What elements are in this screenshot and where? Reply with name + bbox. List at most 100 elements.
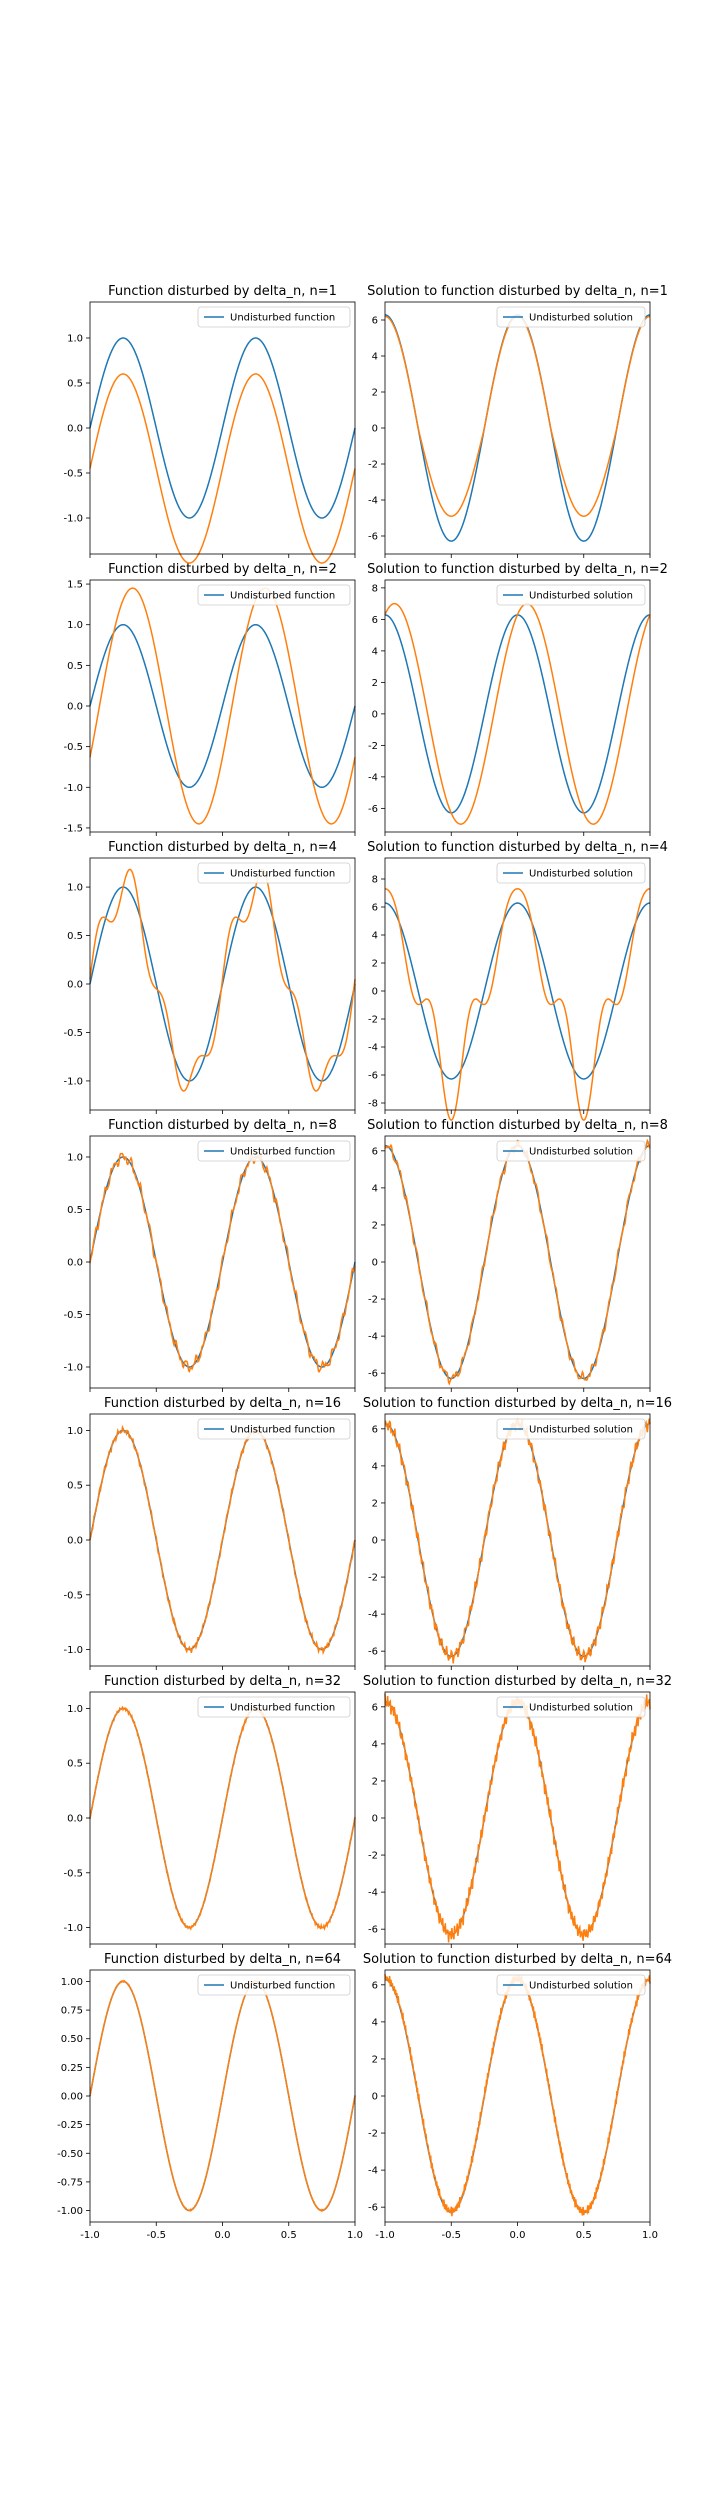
y-tick-label: 2 [372, 1776, 378, 1787]
subplot-title: Function disturbed by delta_n, n=32 [104, 1674, 341, 1689]
series-disturbed-line [89, 587, 356, 825]
legend-box [496, 1418, 646, 1440]
plot-frame [384, 1413, 651, 1667]
y-tick-label: -6 [368, 1071, 378, 1082]
subplot-title: Solution to function disturbed by delta_… [367, 840, 668, 855]
y-tick-label: 0.25 [61, 2063, 83, 2074]
legend-label: Undisturbed function [230, 591, 335, 602]
y-tick-label: -0.5 [63, 1868, 83, 1879]
y-tick-label: 6 [372, 1424, 378, 1435]
y-tick-label: 1.0 [67, 883, 83, 894]
y-tick-label: -2 [368, 741, 378, 752]
y-tick-label: 0 [372, 424, 378, 435]
y-tick-label: 0.0 [67, 980, 83, 991]
y-tick-label: 6 [372, 316, 378, 327]
series-undisturbed-line [384, 1144, 651, 1380]
y-tick-label: -4 [368, 1043, 378, 1054]
subplot-title: Function disturbed by delta_n, n=4 [108, 840, 337, 855]
y-tick-label: 4 [372, 1183, 378, 1194]
series-undisturbed-line [89, 337, 356, 519]
y-tick-label: 0 [372, 709, 378, 720]
series-undisturbed-line [384, 1978, 651, 2214]
series-disturbed-line [384, 315, 651, 517]
legend-label: Undisturbed function [230, 1703, 335, 1714]
series-disturbed-line [384, 1417, 651, 1664]
subplot-solution-n16: Solution to function disturbed by delta_… [363, 1396, 672, 1670]
subplot-function-n32: Function disturbed by delta_n, n=32 1.0 0.… [63, 1674, 356, 1948]
y-tick-label: -2 [368, 1295, 378, 1306]
legend: Undisturbed function [197, 306, 351, 328]
subplot-solution-n32: Solution to function disturbed by delta_… [363, 1674, 672, 1948]
y-tick-label: -4 [368, 1610, 378, 1621]
y-tick-label: 2 [372, 678, 378, 689]
y-tick-label: 0.75 [61, 2006, 83, 2017]
y-tick-label: 0.0 [67, 1258, 83, 1269]
y-tick-label: -1.0 [63, 783, 83, 794]
legend-box [197, 306, 351, 328]
legend: Undisturbed function [197, 1140, 351, 1162]
x-tick-label: 0.5 [576, 2230, 592, 2241]
y-tick-label: -4 [368, 496, 378, 507]
plot-frame [384, 1691, 651, 1945]
subplot-title: Function disturbed by delta_n, n=64 [104, 1952, 341, 1967]
y-tick-label: -2 [368, 1851, 378, 1862]
y-tick-label: 4 [372, 1461, 378, 1472]
y-tick-label: 2 [372, 388, 378, 399]
x-tick-label: 1.0 [347, 2230, 363, 2241]
plot-frame [384, 579, 651, 833]
x-tick-label: 0.0 [510, 2230, 526, 2241]
legend: Undisturbed function [197, 584, 351, 606]
legend-label: Undisturbed solution [529, 1147, 633, 1158]
y-tick-label: 8 [372, 583, 378, 594]
y-tick-label: 1.5 [67, 580, 83, 591]
series-disturbed-line [384, 1693, 651, 1943]
legend-label: Undisturbed solution [529, 1425, 633, 1436]
subplot-function-n64: Function disturbed by delta_n, n=64 1.00 0… [57, 1952, 363, 2241]
x-tick-label: -1.0 [375, 2230, 395, 2241]
series-undisturbed-line [384, 1700, 651, 1936]
legend-label: Undisturbed function [230, 313, 335, 324]
y-tick-label: 4 [372, 931, 378, 942]
y-tick-label: 1.0 [67, 1704, 83, 1715]
y-tick-label: -6 [368, 1925, 378, 1936]
legend-box [496, 862, 646, 884]
legend-box [496, 1696, 646, 1718]
x-tick-label: 0.0 [215, 2230, 231, 2241]
series-disturbed-line [89, 1979, 356, 2213]
y-tick-label: -4 [368, 1332, 378, 1343]
y-tick-label: -0.5 [63, 1590, 83, 1601]
y-tick-label: 0.5 [67, 1205, 83, 1216]
y-tick-label: -0.25 [57, 2120, 83, 2131]
y-tick-label: 8 [372, 875, 378, 886]
y-tick-label: -4 [368, 1888, 378, 1899]
subplot-title: Solution to function disturbed by delta_… [367, 284, 668, 299]
subplot-function-n2: Function disturbed by delta_n, n=2 1.5 1.0… [63, 562, 356, 836]
y-tick-label: -1.00 [57, 2206, 83, 2217]
y-tick-label: 0 [372, 2092, 378, 2103]
series-undisturbed-line [384, 902, 651, 1080]
legend-label: Undisturbed solution [529, 1981, 633, 1992]
legend: Undisturbed solution [496, 1418, 646, 1440]
subplot-title: Function disturbed by delta_n, n=16 [104, 1396, 341, 1411]
subplot-solution-n2: Solution to function disturbed by delta_… [367, 562, 668, 836]
series-disturbed-line [384, 1974, 651, 2217]
legend-box [496, 584, 646, 606]
y-tick-label: 2 [372, 1220, 378, 1231]
y-tick-label: 2 [372, 2054, 378, 2065]
y-tick-label: 0.00 [61, 2092, 83, 2103]
series-undisturbed-line [89, 623, 356, 789]
series-undisturbed-line [384, 614, 651, 814]
y-tick-label: 1.0 [67, 334, 83, 345]
legend-box [197, 862, 351, 884]
series-disturbed-line [384, 602, 651, 825]
y-tick-label: 0.50 [61, 2034, 83, 2045]
legend-label: Undisturbed function [230, 1981, 335, 1992]
legend: Undisturbed solution [496, 862, 646, 884]
subplot-function-n8: Function disturbed by delta_n, n=8 1.0 0.5… [63, 1118, 356, 1392]
y-tick-label: 4 [372, 2017, 378, 2028]
subplot-solution-n4: Solution to function disturbed by delta_… [367, 840, 668, 1121]
subplot-solution-n64: Solution to function disturbed by delta_… [363, 1952, 672, 2241]
y-tick-label: -0.5 [63, 742, 83, 753]
y-tick-label: -1.0 [63, 514, 83, 525]
